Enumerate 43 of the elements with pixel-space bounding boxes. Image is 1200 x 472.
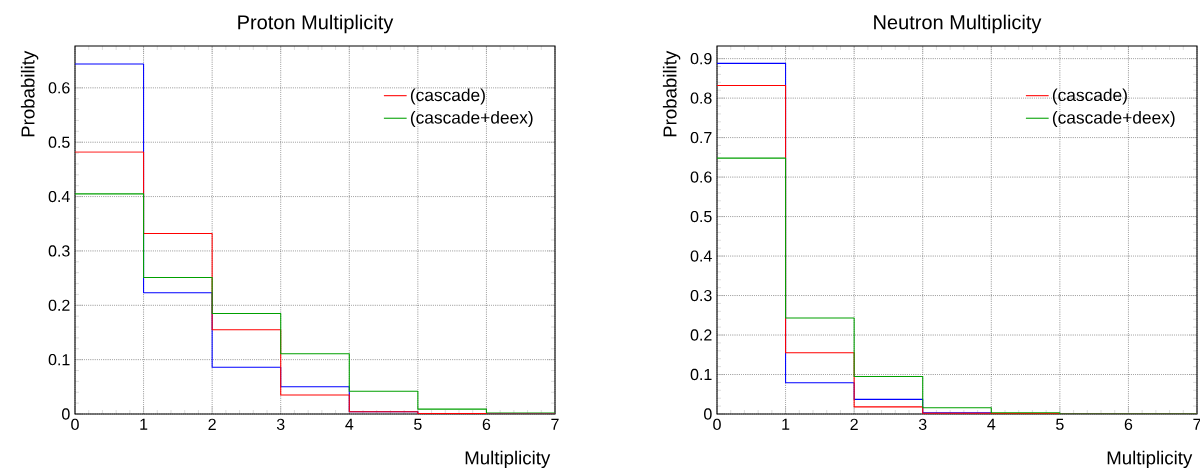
y-tick-label: 0.4 [48, 190, 70, 203]
legend-label: (cascade+deex) [1052, 110, 1175, 128]
y-tick-label: 0.1 [690, 368, 712, 381]
legend-label: (cascade) [410, 88, 485, 105]
x-tick-label: 4 [987, 418, 996, 430]
y-tick-label: 0.8 [690, 92, 712, 104]
y-tick-label: 0.1 [48, 353, 70, 366]
chart-title: Neutron Multiplicity [874, 14, 1042, 34]
y-tick-label: 0.3 [690, 289, 712, 302]
y-tick-label: 0.6 [48, 82, 70, 94]
x-tick-label: 3 [918, 418, 927, 431]
x-tick-label: 5 [414, 418, 422, 430]
x-tick-label: 6 [482, 418, 491, 431]
x-tick-label: 2 [208, 418, 216, 430]
y-tick-label: 0.2 [690, 329, 712, 341]
x-tick-label: 0 [71, 418, 79, 431]
x-tick-label: 7 [551, 418, 559, 430]
x-tick-label: 1 [140, 418, 148, 430]
chart-title: Proton Multiplicity [238, 14, 394, 34]
x-tick-label: 3 [276, 418, 285, 431]
y-tick-label: 0.7 [690, 131, 712, 144]
y-tick-label: 0.9 [690, 52, 712, 65]
x-tick-label: 7 [1193, 418, 1200, 430]
x-tick-label: 0 [713, 418, 721, 431]
y-tick-label: 0.2 [48, 299, 70, 311]
legend-label: (cascade) [1052, 88, 1127, 105]
y-tick-label: 0.3 [48, 245, 70, 257]
y-tick-label: 0 [62, 408, 70, 420]
y-tick-label: 0.5 [48, 136, 70, 148]
x-tick-label: 2 [850, 418, 858, 430]
x-tick-label: 1 [782, 418, 790, 430]
y-axis-title: Probability [20, 50, 39, 137]
y-tick-label: 0.5 [690, 210, 712, 223]
x-axis-title: Multiplicity [1107, 450, 1193, 469]
y-axis-title: Probability [662, 50, 681, 137]
y-tick-label: 0.4 [690, 250, 712, 262]
y-tick-label: 0.6 [690, 171, 712, 183]
x-tick-label: 4 [345, 418, 354, 430]
x-axis-title: Multiplicity [465, 450, 551, 469]
legend-label: (cascade+deex) [410, 110, 533, 128]
y-tick-label: 0 [704, 408, 712, 420]
x-tick-label: 6 [1124, 418, 1133, 431]
x-tick-label: 5 [1056, 418, 1064, 430]
